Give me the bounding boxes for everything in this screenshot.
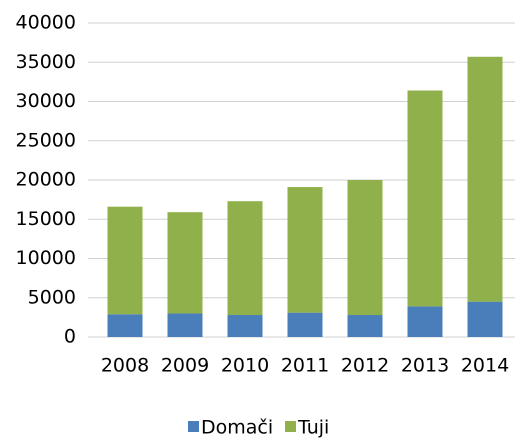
legend-label: Domači (201, 417, 273, 439)
y-tick-label: 25000 (16, 129, 76, 151)
x-tick-label: 2010 (221, 355, 269, 377)
bar (107, 314, 143, 337)
bar (407, 306, 443, 337)
x-tick-label: 2012 (341, 355, 389, 377)
bar (107, 206, 143, 315)
bar (227, 315, 263, 337)
y-tick-label: 40000 (16, 12, 76, 34)
y-tick-label: 10000 (16, 247, 76, 269)
legend-label: Tuji (297, 417, 329, 439)
bar (167, 313, 203, 337)
bar (407, 90, 443, 307)
bar (287, 187, 323, 313)
y-tick-label: 5000 (28, 286, 76, 308)
x-tick-label: 2014 (461, 355, 509, 377)
y-tick-label: 35000 (16, 51, 76, 73)
y-tick-label: 30000 (16, 90, 76, 112)
bar (347, 180, 383, 316)
x-tick-label: 2013 (401, 355, 449, 377)
y-tick-label: 20000 (16, 169, 76, 191)
x-tick-label: 2008 (101, 355, 149, 377)
x-tick-label: 2011 (281, 355, 329, 377)
bar (227, 201, 263, 316)
y-tick-label: 0 (64, 326, 76, 348)
bar (167, 212, 203, 314)
bar (467, 301, 503, 337)
bar (347, 315, 383, 337)
legend-swatch (188, 421, 199, 432)
y-tick-label: 15000 (16, 208, 76, 230)
legend-swatch (285, 421, 296, 432)
bar (467, 56, 503, 302)
bar (287, 312, 323, 337)
x-tick-label: 2009 (161, 355, 209, 377)
